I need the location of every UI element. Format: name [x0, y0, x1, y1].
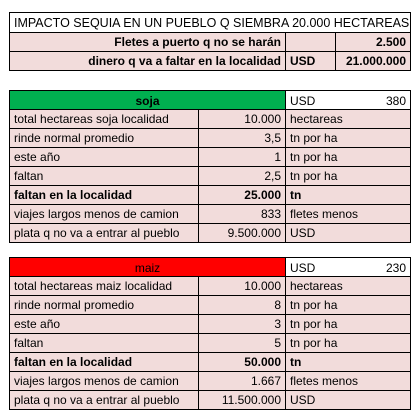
table-row-value: 9.500.000 [199, 224, 286, 243]
table-row-unit: tn por ha [286, 296, 411, 315]
soja-price-cell: USD 380 [286, 90, 411, 110]
soja-price: 380 [385, 94, 406, 108]
table-row-label: rinde normal promedio [9, 129, 199, 148]
table-row-value: 11.500.000 [199, 391, 286, 410]
table-row-label: total hectareas soja localidad [9, 110, 199, 129]
table-row-unit: fletes menos [286, 205, 411, 224]
table-row-label: faltan [9, 167, 199, 186]
soja-header: soja [9, 90, 286, 110]
table-row-unit: hectareas [286, 277, 411, 296]
table-row-unit: tn por ha [286, 167, 411, 186]
table-row-unit: tn por ha [286, 334, 411, 353]
maiz-price-cell: USD 230 [286, 257, 411, 277]
dinero-label: dinero q va a faltar en la localidad [9, 52, 286, 71]
summary-block: IMPACTO SEQUIA EN UN PUEBLO Q SIEMBRA 20… [9, 12, 411, 71]
table-row-value: 3,5 [199, 129, 286, 148]
table-row-value: 1.667 [199, 372, 286, 391]
table-row-value: 833 [199, 205, 286, 224]
maiz-header: maiz [9, 257, 286, 277]
fletes-label: Fletes a puerto q no se harán [9, 33, 286, 52]
table-row-label: plata q no va a entrar al pueblo [9, 391, 199, 410]
table-row-unit: tn [286, 186, 411, 205]
maiz-currency: USD [290, 261, 316, 275]
table-row-value: 25.000 [199, 186, 286, 205]
maiz-table: maiz USD 230 total hectareas maiz locali… [9, 257, 411, 410]
table-row-label: rinde normal promedio [9, 296, 199, 315]
fletes-currency [286, 33, 336, 52]
table-row-value: 2,5 [199, 167, 286, 186]
table-row-unit: USD [286, 224, 411, 243]
maiz-price: 230 [385, 261, 406, 275]
table-row-label: este año [9, 148, 199, 167]
table-row-unit: tn [286, 353, 411, 372]
fletes-value: 2.500 [336, 33, 411, 52]
table-row-label: total hectareas maiz localidad [9, 277, 199, 296]
table-row-label: plata q no va a entrar al pueblo [9, 224, 199, 243]
table-row-label: viajes largos menos de camion [9, 372, 199, 391]
table-row-value: 1 [199, 148, 286, 167]
table-row-value: 50.000 [199, 353, 286, 372]
table-row-label: viajes largos menos de camion [9, 205, 199, 224]
table-row-unit: tn por ha [286, 129, 411, 148]
soja-currency: USD [290, 94, 316, 108]
table-row-unit: tn por ha [286, 315, 411, 334]
table-row-unit: fletes menos [286, 372, 411, 391]
soja-table: soja USD 380 total hectareas soja locali… [9, 90, 411, 243]
table-row-value: 10.000 [199, 110, 286, 129]
table-row-value: 5 [199, 334, 286, 353]
table-row-label: faltan en la localidad [9, 186, 199, 205]
table-row-label: este año [9, 315, 199, 334]
table-row-value: 10.000 [199, 277, 286, 296]
table-row-label: faltan en la localidad [9, 353, 199, 372]
dinero-currency: USD [286, 52, 336, 71]
table-row-value: 8 [199, 296, 286, 315]
dinero-value: 21.000.000 [336, 52, 411, 71]
table-row-unit: USD [286, 391, 411, 410]
table-row-value: 3 [199, 315, 286, 334]
sheet-title: IMPACTO SEQUIA EN UN PUEBLO Q SIEMBRA 20… [9, 12, 411, 33]
table-row-label: faltan [9, 334, 199, 353]
table-row-unit: tn por ha [286, 148, 411, 167]
table-row-unit: hectareas [286, 110, 411, 129]
